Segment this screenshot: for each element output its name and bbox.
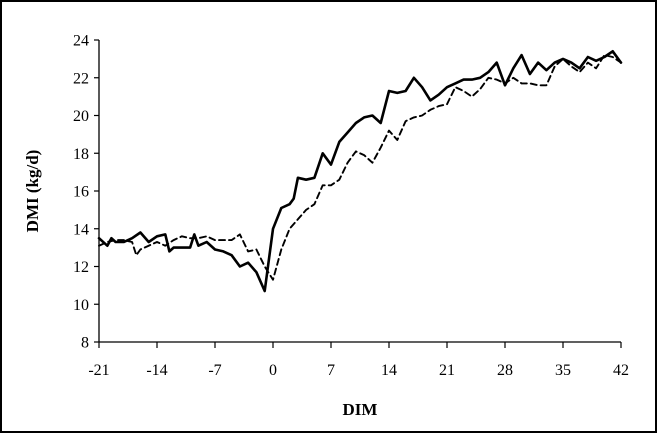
x-tick-label: -21 — [88, 362, 109, 379]
x-tick-label: 42 — [613, 362, 629, 379]
y-tick-label: 8 — [81, 335, 89, 352]
series-line-solid — [97, 49, 623, 293]
y-tick-label: 20 — [73, 108, 89, 125]
series-layer — [97, 49, 623, 293]
x-tick-label: 35 — [555, 362, 571, 379]
y-tick-label: 16 — [73, 184, 89, 201]
y-tick-label: 18 — [73, 146, 89, 163]
x-tick-label: 28 — [497, 362, 513, 379]
x-tick-label: 7 — [327, 362, 335, 379]
y-axis-title: DMI (kg/d) — [23, 150, 42, 233]
y-tick-label: 12 — [73, 259, 89, 276]
x-tick-label: -14 — [146, 362, 167, 379]
y-tick-label: 14 — [73, 221, 89, 238]
tick-labels: 8 10 12 14 16 18 20 22 24 -21 -14 -7 0 7 14 21 28 35 42 — [73, 33, 629, 380]
x-axis-title: DIM — [343, 400, 378, 419]
axes — [94, 39, 622, 348]
series-line-dashed — [98, 54, 622, 281]
y-tick-label: 24 — [73, 33, 89, 50]
x-tick-label: -7 — [208, 362, 221, 379]
x-tick-label: 0 — [269, 362, 277, 379]
y-tick-label: 10 — [73, 297, 89, 314]
x-tick-label: 14 — [381, 362, 397, 379]
y-tick-label: 22 — [73, 70, 89, 87]
x-tick-label: 21 — [439, 362, 455, 379]
